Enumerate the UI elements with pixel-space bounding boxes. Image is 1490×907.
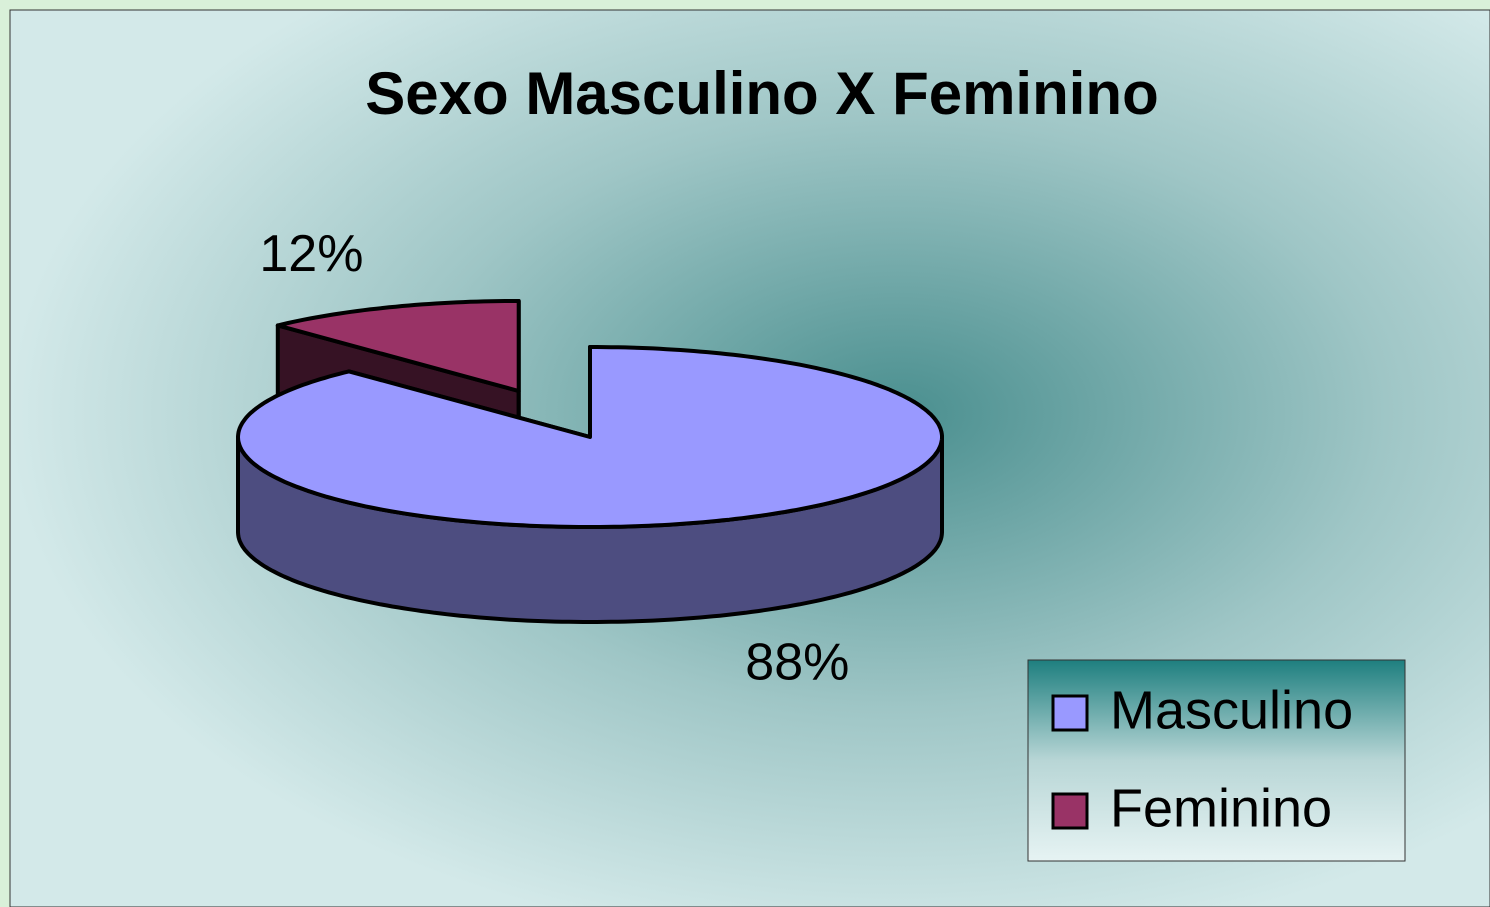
legend-label: Masculino [1110, 680, 1353, 740]
slice [236, 345, 944, 529]
chart-title: Sexo Masculino X Feminino [365, 60, 1158, 127]
legend-swatch [1051, 792, 1089, 830]
slice [275, 299, 521, 393]
legend [1027, 659, 1406, 862]
legend-swatch [1051, 694, 1089, 732]
data-label: 88% [745, 634, 849, 692]
data-label: 12% [259, 225, 363, 283]
legend-label: Feminino [1110, 778, 1332, 838]
legend-entries: Masculino Feminino [1051, 680, 1353, 838]
pie [236, 299, 944, 624]
